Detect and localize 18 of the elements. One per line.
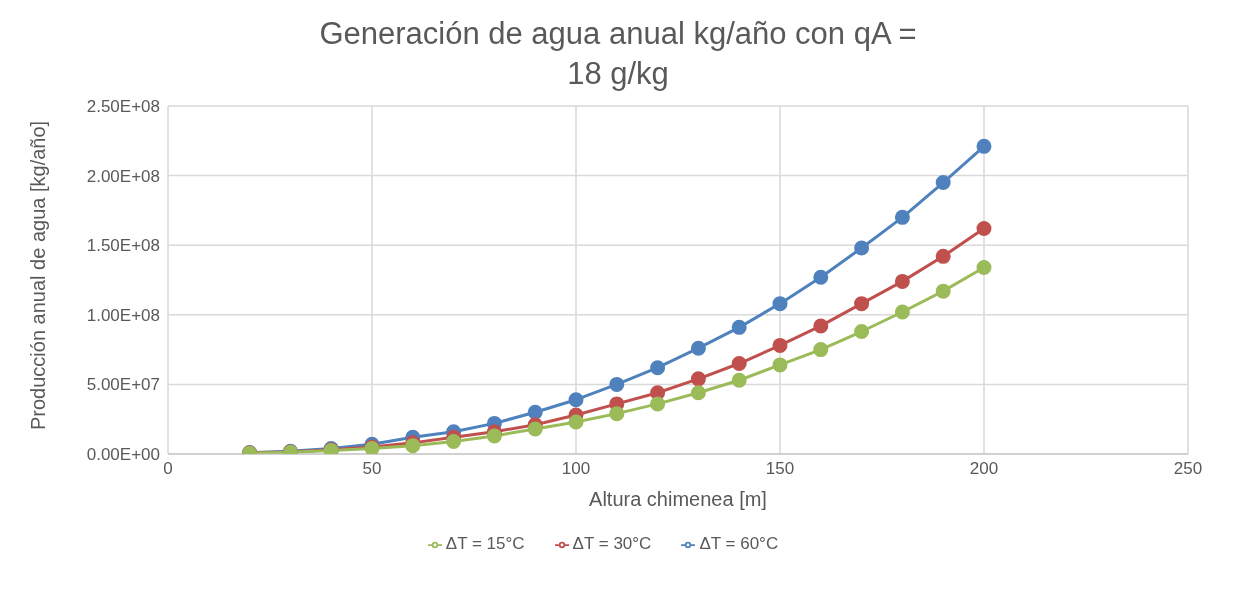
x-tick-label: 150 xyxy=(765,459,795,479)
legend-label: ΔT = 30°C xyxy=(572,534,652,553)
x-tick-label: 0 xyxy=(163,459,173,479)
y-tick-label: 1.00E+08 xyxy=(86,305,160,325)
y-tick-label: 2.00E+08 xyxy=(86,166,160,186)
x-axis-title: Altura chimenea [m] xyxy=(589,488,767,510)
x-tick-label: 100 xyxy=(561,459,591,479)
y-axis-title: Producción anual de agua [kg/año] xyxy=(27,120,50,430)
x-tick-label: 200 xyxy=(969,459,999,479)
y-tick-label: 5.00E+07 xyxy=(86,375,160,395)
chart-title: Generación de agua anual kg/año con qA = 18 g/kg xyxy=(318,15,918,93)
x-tick-label: 250 xyxy=(1173,459,1203,479)
legend-label: ΔT = 15°C xyxy=(445,534,525,553)
x-tick-label: 50 xyxy=(362,459,382,479)
legend-label: ΔT = 60°C xyxy=(699,534,779,553)
y-tick-label: 0.00E+00 xyxy=(86,445,160,465)
y-tick-label: 1.50E+08 xyxy=(86,236,160,256)
y-tick-label: 2.50E+08 xyxy=(86,97,160,117)
